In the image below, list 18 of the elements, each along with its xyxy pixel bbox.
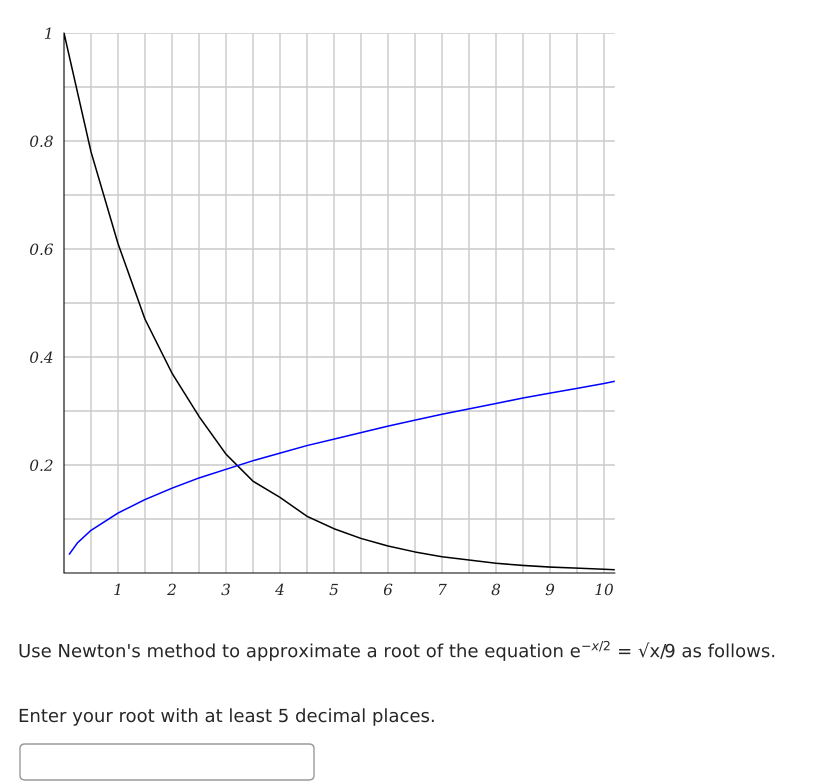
line-series <box>68 380 615 555</box>
x-tick-label: 4 <box>275 584 284 596</box>
y-tick-label: 0.6 <box>30 243 54 256</box>
x-tick-label: 9 <box>546 584 554 596</box>
x-tick-label: 3 <box>221 584 230 596</box>
x-tick-label: 7 <box>438 584 447 596</box>
x-tick-label: 8 <box>492 584 500 596</box>
x-tick-label: 5 <box>329 584 338 596</box>
y-tick-label: 0.8 <box>30 135 53 148</box>
x-tick-label: 6 <box>384 584 392 596</box>
x-tick-label: 10 <box>595 584 613 596</box>
y-tick-label: 0.4 <box>30 351 52 364</box>
y-tick-label: 1 <box>44 27 51 39</box>
text: Enter your root with at least 5 decimal places. <box>20 708 434 726</box>
x-tick-label: 2 <box>167 584 176 596</box>
text: Use Newton's method to approximate a root of the equation e$^{−x/2}$ = √x/9 as follows. <box>20 640 774 661</box>
y-tick-label: 0.2 <box>30 459 52 472</box>
x-tick-label: 1 <box>114 584 120 596</box>
